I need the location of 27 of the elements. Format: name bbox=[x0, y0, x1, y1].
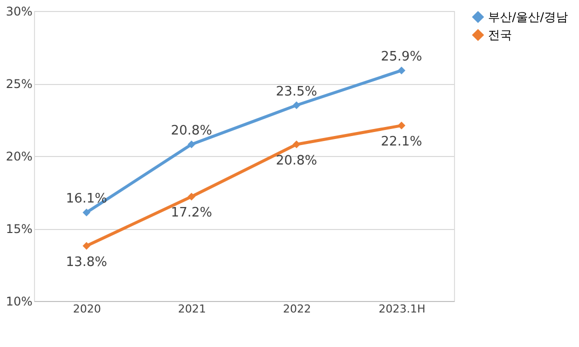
data-label: 16.1% bbox=[66, 192, 108, 207]
y-tick-label: 15% bbox=[6, 222, 32, 236]
point bbox=[82, 208, 90, 216]
x-tick-label: 2023.1H bbox=[378, 302, 426, 316]
point bbox=[188, 192, 196, 200]
y-tick-label: 10% bbox=[6, 294, 32, 308]
data-label: 20.8% bbox=[276, 153, 318, 168]
point bbox=[398, 122, 406, 130]
x-tick-label: 2020 bbox=[73, 302, 101, 316]
point bbox=[398, 66, 406, 74]
data-label: 17.2% bbox=[170, 206, 212, 221]
point bbox=[292, 101, 300, 110]
y-tick-label: 30% bbox=[6, 4, 32, 18]
point bbox=[292, 140, 300, 148]
data-label: 23.5% bbox=[276, 84, 318, 100]
data-label: 22.1% bbox=[380, 134, 422, 150]
data-label: 20.8% bbox=[170, 123, 212, 138]
y-tick-label: 20% bbox=[6, 150, 32, 164]
data-label: 13.8% bbox=[66, 254, 108, 270]
point bbox=[188, 140, 196, 148]
legend-label: 부산/울산/경남 bbox=[488, 10, 568, 24]
y-tick-label: 25% bbox=[6, 77, 32, 91]
x-tick-label: 2021 bbox=[178, 302, 206, 316]
point bbox=[82, 242, 90, 250]
legend-label: 전국 bbox=[488, 28, 512, 42]
data-label: 25.9% bbox=[380, 49, 422, 64]
x-tick-label: 2022 bbox=[283, 302, 311, 316]
